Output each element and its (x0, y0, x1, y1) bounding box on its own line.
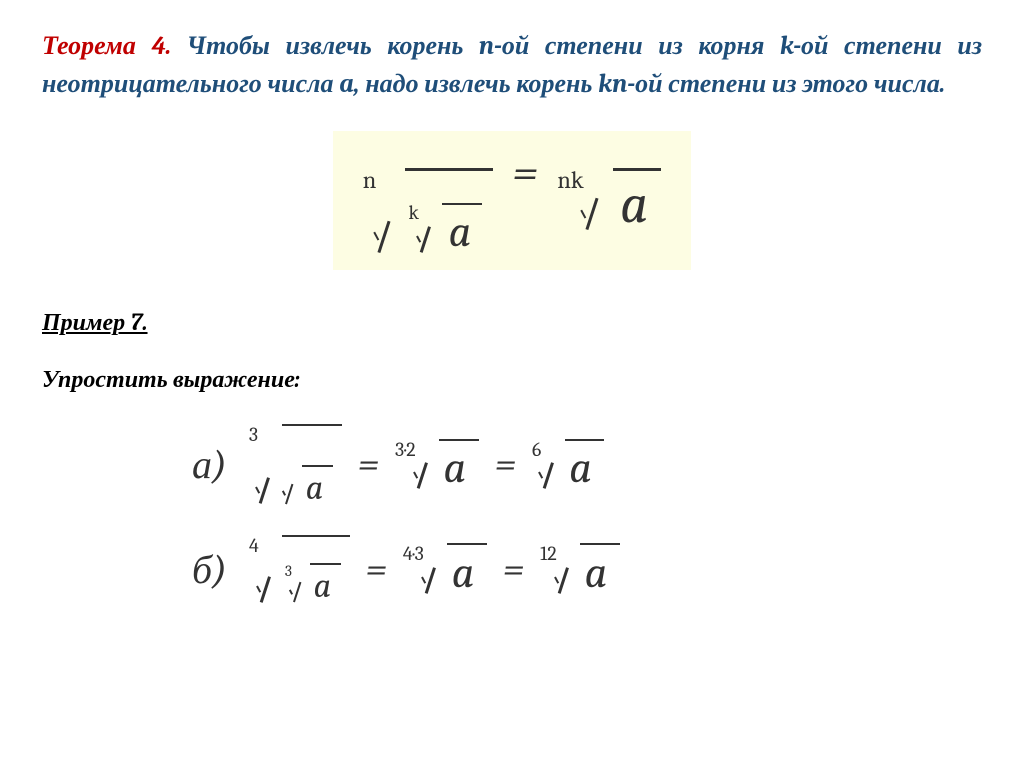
vinculum: a (447, 543, 487, 594)
equals-sign: = (512, 145, 538, 200)
theorem-var-a: a (339, 69, 354, 99)
equals-sign: = (358, 441, 379, 487)
ex-b-mid-idx: 4·3 (403, 544, 424, 564)
example-row: б) 4 3 a = 4·3 a = 12 (192, 535, 982, 604)
theorem-text: Теорема 4. Чтобы извлечь корень n-ой сте… (42, 28, 982, 103)
examples-block: а) 3 a = 3·2 a = 6 (42, 424, 982, 604)
outer-radical: n k a (363, 168, 493, 254)
vinculum: a (310, 563, 341, 603)
ex-b-lhs-outer: 4 3 a (249, 535, 350, 604)
vinculum: a (302, 465, 333, 505)
inner-vinculum: a (442, 203, 482, 254)
example-heading: Пример 7. (42, 308, 982, 337)
rhs-vinculum: a (613, 168, 662, 231)
ex-a-mid: 3·2 a (395, 439, 479, 490)
theorem-var-n: n (479, 31, 494, 61)
surd-icon (422, 546, 448, 594)
ex-b-rhs: 12 a (540, 543, 620, 594)
ex-b-lhs-inner: 3 a (285, 563, 341, 603)
ex-b-mid: 4·3 a (403, 543, 487, 594)
theorem-var-kn: kn (598, 69, 627, 99)
radicand: a (314, 566, 332, 606)
theorem-label: Теорема 4. (42, 31, 171, 61)
rhs-radicand: a (620, 173, 648, 236)
outer-index: n (363, 169, 377, 193)
example-letter: б) (192, 546, 227, 593)
outer-vinculum: k a (405, 168, 493, 254)
ex-b-lhs-outer-idx: 4 (249, 536, 259, 556)
surd-icon (283, 467, 303, 504)
surd-icon (539, 441, 565, 489)
theorem-body-5: -ой степени из этого числа. (627, 69, 945, 99)
surd-icon (581, 172, 612, 231)
ex-a-lhs-outer-idx: 3 (249, 425, 258, 445)
radicand-a: a (449, 206, 472, 257)
vinculum: a (565, 439, 605, 490)
ex-a-lhs-outer: 3 a (249, 424, 342, 505)
radicand: a (569, 442, 592, 493)
surd-icon (417, 205, 443, 253)
radicand: a (444, 442, 467, 493)
equals-sign: = (503, 546, 524, 592)
inner-radical: k a (408, 203, 482, 254)
rhs-radical: nk a (557, 168, 661, 231)
ex-a-mid-idx: 3·2 (395, 440, 416, 460)
equals-sign: = (495, 441, 516, 487)
vinculum: a (580, 543, 620, 594)
theorem-body-4: , надо извлечь корень (354, 69, 598, 99)
vinculum: 3 a (282, 535, 349, 604)
surd-icon (290, 566, 310, 603)
rhs-index: nk (557, 169, 583, 193)
vinculum: a (282, 424, 342, 505)
example-letter: а) (192, 441, 227, 488)
equals-sign: = (366, 546, 387, 592)
example-row: а) 3 a = 3·2 a = 6 (192, 424, 982, 505)
ex-a-lhs-inner: a (284, 465, 333, 505)
surd-icon (374, 194, 405, 253)
main-formula-container: n k a = nk a (42, 103, 982, 269)
surd-icon (414, 441, 440, 489)
surd-icon (256, 456, 282, 504)
radicand: a (452, 547, 475, 598)
theorem-body-1: Чтобы извлечь корень (171, 31, 479, 61)
surd-icon (257, 555, 283, 603)
example-instruction: Упростить выражение: (42, 365, 982, 394)
ex-a-rhs: 6 a (532, 439, 604, 490)
theorem-body-2: -ой степени из корня (494, 31, 780, 61)
theorem-var-k: k (780, 31, 793, 61)
radicand: a (306, 468, 324, 508)
vinculum: a (439, 439, 479, 490)
main-formula-box: n k a = nk a (333, 131, 691, 269)
surd-icon (555, 546, 581, 594)
radicand: a (585, 547, 608, 598)
